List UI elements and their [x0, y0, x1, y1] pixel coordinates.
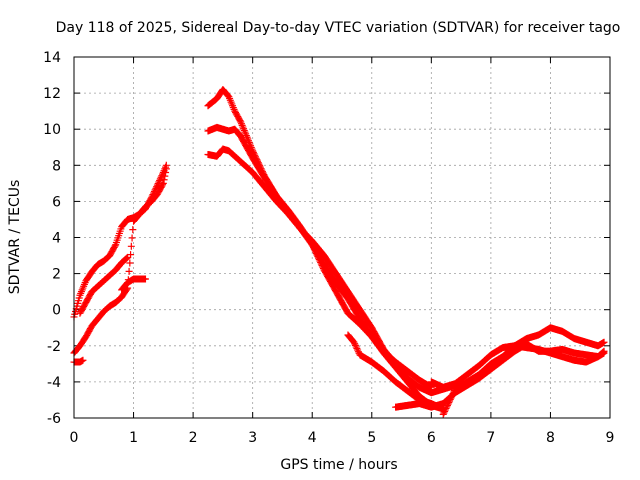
- data-point: [440, 409, 448, 417]
- data-point: [153, 183, 161, 191]
- data-point: [238, 121, 246, 129]
- grid: [74, 57, 610, 418]
- series-arc-b: [70, 165, 170, 357]
- data-point: [441, 407, 449, 415]
- data-point: [239, 123, 247, 131]
- y-tick-label: 6: [52, 194, 61, 210]
- y-tick-label: -6: [47, 411, 61, 427]
- x-tick-label: 7: [486, 430, 495, 446]
- data-point: [111, 242, 119, 250]
- y-tick-label: 2: [52, 267, 61, 283]
- data-point: [129, 226, 137, 234]
- data-point: [353, 345, 361, 353]
- data-point: [599, 348, 607, 356]
- data-point: [123, 254, 131, 262]
- data-point: [156, 175, 164, 183]
- y-tick-label: 4: [52, 231, 61, 247]
- y-tick-label: -4: [47, 375, 61, 391]
- data-point: [126, 259, 134, 267]
- data-point: [449, 390, 457, 398]
- data-point: [446, 396, 454, 404]
- data-point: [351, 340, 359, 348]
- x-tick-label: 1: [129, 430, 138, 446]
- y-tick-label: 0: [52, 303, 61, 319]
- data-point: [125, 267, 133, 275]
- data-point: [240, 125, 248, 133]
- plot-frame: [73, 56, 611, 419]
- series-arc-d: [118, 275, 149, 294]
- x-axis-label: GPS time / hours: [280, 457, 397, 473]
- data-point: [159, 179, 167, 187]
- data-point: [241, 128, 249, 136]
- data-point: [352, 343, 360, 351]
- data-point: [448, 391, 456, 399]
- data-point: [443, 403, 451, 411]
- data-point: [127, 242, 135, 250]
- x-tick-label: 2: [189, 430, 198, 446]
- data-point: [237, 118, 245, 126]
- data-point: [448, 393, 456, 401]
- x-tick-label: 6: [427, 430, 436, 446]
- data-point: [443, 401, 451, 409]
- data-point: [441, 406, 449, 414]
- data-point: [159, 181, 167, 189]
- data-point: [122, 255, 130, 263]
- series-arc-f: [204, 85, 459, 397]
- data-point: [444, 400, 452, 408]
- data-point: [162, 165, 170, 173]
- series-arc-k: [439, 324, 608, 418]
- x-tick-label: 4: [308, 430, 317, 446]
- y-tick-label: -2: [47, 339, 61, 355]
- data-point: [439, 410, 447, 418]
- data-point: [242, 130, 250, 138]
- data-point: [236, 117, 244, 125]
- data-point: [124, 253, 132, 261]
- data-point: [79, 356, 87, 364]
- data-point: [354, 348, 362, 356]
- y-tick-label: 12: [43, 86, 61, 102]
- data-point: [141, 275, 149, 283]
- x-tick-label: 3: [248, 430, 257, 446]
- series-arc-c: [76, 253, 132, 317]
- data-point: [442, 404, 450, 412]
- data-point: [446, 397, 454, 405]
- y-tick-label: 8: [52, 158, 61, 174]
- series-arc-l: [427, 342, 608, 391]
- data-point: [351, 341, 359, 349]
- data-point: [599, 349, 607, 357]
- series-arc-e: [70, 356, 87, 366]
- data-point: [600, 347, 608, 355]
- x-tick-label: 9: [606, 430, 615, 446]
- y-tick-label: 14: [43, 50, 61, 66]
- chart-title: Day 118 of 2025, Sidereal Day-to-day VTE…: [56, 20, 621, 36]
- y-axis-label: SDTVAR / TECUs: [7, 180, 23, 295]
- data-points: [70, 85, 608, 418]
- data-point: [161, 172, 169, 180]
- y-tick-label: 10: [43, 122, 61, 138]
- data-point: [162, 169, 170, 177]
- data-point: [237, 120, 245, 128]
- x-tick-label: 5: [367, 430, 376, 446]
- data-point: [600, 338, 608, 346]
- data-point: [128, 234, 136, 242]
- data-point: [160, 176, 168, 184]
- data-point: [155, 178, 163, 186]
- data-point: [445, 398, 453, 406]
- x-tick-label: 0: [70, 430, 79, 446]
- x-tick-label: 8: [546, 430, 555, 446]
- data-point: [447, 394, 455, 402]
- data-point: [350, 338, 358, 346]
- data-point: [354, 346, 362, 354]
- data-point: [240, 126, 248, 134]
- data-point: [242, 132, 250, 140]
- data-point: [156, 176, 164, 184]
